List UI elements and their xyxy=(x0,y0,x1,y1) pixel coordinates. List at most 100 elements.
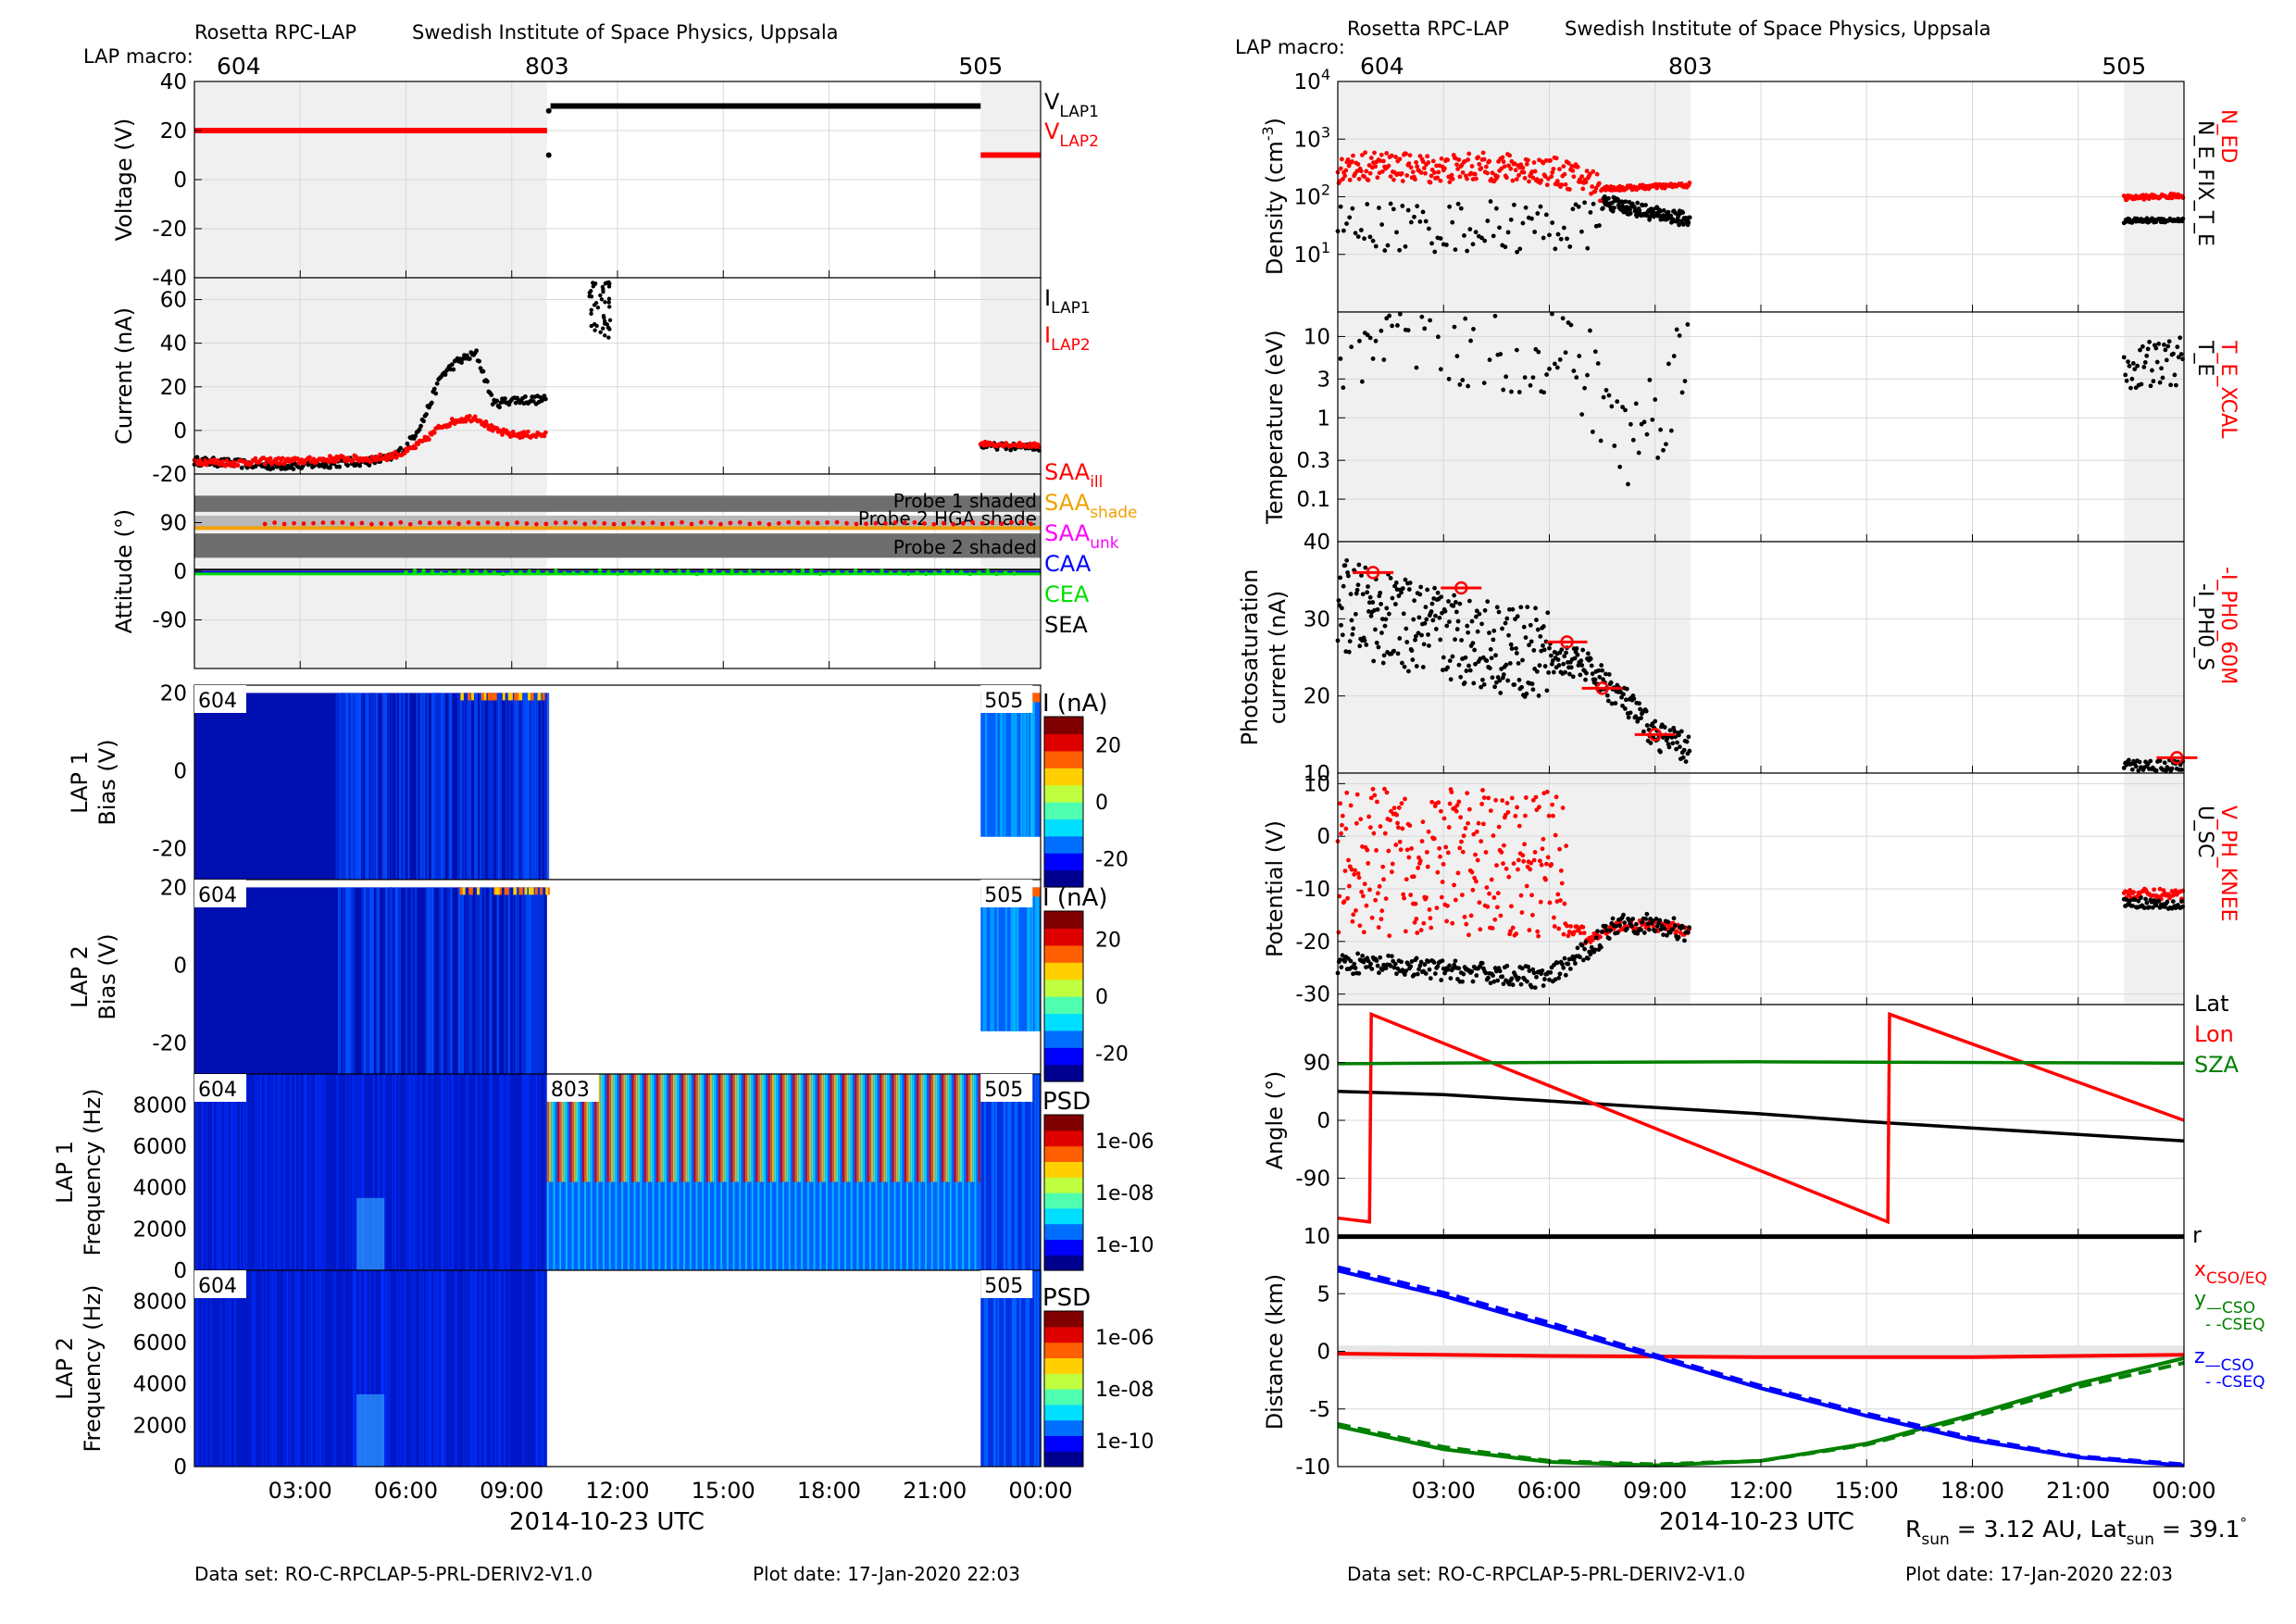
spectrogram-stripe xyxy=(895,1074,898,1182)
spectrogram-stripe xyxy=(952,1181,955,1270)
nefix-point xyxy=(1382,248,1388,253)
ned-point xyxy=(1508,166,1514,171)
ned-point xyxy=(1439,156,1444,161)
saa-ill-point xyxy=(931,521,937,527)
legend-entry: SZA xyxy=(2194,1052,2240,1078)
spectrogram-stripe xyxy=(226,1074,229,1270)
spectrogram-stripe xyxy=(442,1270,443,1467)
spectrogram-stripe xyxy=(546,1074,549,1182)
nefix-point xyxy=(1377,206,1381,210)
spectrogram-stripe xyxy=(918,1181,921,1270)
nefix-point xyxy=(1558,236,1564,242)
spectrogram-stripe xyxy=(844,1074,847,1182)
cea-point xyxy=(642,569,646,575)
te-point xyxy=(1633,401,1639,406)
spectrogram-stripe xyxy=(734,1181,737,1270)
spectrogram-stripe xyxy=(1021,1074,1024,1270)
ned-point xyxy=(1339,156,1344,162)
iph0s-point xyxy=(1440,610,1444,616)
ilap2-point xyxy=(235,463,241,468)
spectrogram-hot xyxy=(507,693,511,701)
te-point xyxy=(2128,385,2133,391)
spectrogram-stripe xyxy=(600,1181,603,1270)
spectrogram-stripe xyxy=(283,1074,286,1270)
spectrogram-stripe xyxy=(419,1270,422,1467)
usc-point xyxy=(1497,968,1503,974)
spectrogram-stripe xyxy=(358,1270,360,1467)
nefix-point xyxy=(1555,231,1561,237)
spectrogram-stripe xyxy=(474,693,479,880)
spectrogram-stripe xyxy=(860,1181,863,1270)
spectrogram-stripe xyxy=(454,1270,456,1467)
probe1-shade-band xyxy=(194,495,1041,512)
spectrogram-stripe xyxy=(668,1074,671,1182)
tick-exp: 4 xyxy=(1321,66,1330,83)
spectrogram-stripe xyxy=(932,1074,935,1182)
iph0s-point xyxy=(1340,632,1345,638)
left-source: Rosetta RPC-LAP xyxy=(194,21,356,44)
usc-point xyxy=(1506,981,1512,987)
vph-point xyxy=(1368,795,1374,801)
spectrogram-stripe xyxy=(536,887,539,1074)
spectrogram-stripe xyxy=(542,1270,543,1467)
usc-point xyxy=(1639,927,1643,932)
iph0s-point xyxy=(1437,615,1442,620)
usc-point xyxy=(1573,961,1578,966)
colorbar-cell xyxy=(1044,1223,1083,1240)
usc-point xyxy=(1578,955,1582,960)
colorbar-cell xyxy=(1044,1435,1083,1452)
iph0s-point xyxy=(1637,701,1642,706)
vph-point xyxy=(1523,795,1529,800)
spectrogram-stripe xyxy=(455,1270,458,1467)
nefix-point xyxy=(1597,223,1602,228)
usc-point xyxy=(1412,972,1416,978)
spectrogram-stripe xyxy=(904,1181,906,1270)
spectrogram-stripe xyxy=(1037,1270,1040,1467)
spectrogram-stripe xyxy=(996,887,999,1031)
usc-point xyxy=(1580,957,1586,963)
colorbar-cell xyxy=(1044,1193,1083,1209)
vph-point xyxy=(1426,829,1431,834)
y-tick-label: 10 xyxy=(1304,325,1330,349)
te-point xyxy=(1677,333,1682,338)
usc-point xyxy=(1355,951,1360,956)
ilap1-point xyxy=(429,400,434,406)
usc-point xyxy=(1526,964,1531,969)
x-tick-label: 21:00 xyxy=(2046,1478,2110,1504)
spectrogram-stripe xyxy=(483,887,487,1074)
shaded-region xyxy=(194,278,547,474)
iph0s-point xyxy=(1580,647,1586,653)
spectrogram-stripe xyxy=(561,1181,564,1270)
vph-point xyxy=(1509,904,1514,909)
spectrogram-stripe xyxy=(914,1074,917,1182)
spectrogram-stripe xyxy=(917,1074,919,1182)
vph-point xyxy=(1336,930,1341,935)
saa-ill-point xyxy=(941,520,946,526)
iph0s-point xyxy=(1390,595,1395,601)
spectrogram-stripe xyxy=(484,1270,486,1467)
vph-point xyxy=(1478,927,1483,932)
saa-ill-point xyxy=(699,519,704,525)
spectrogram-stripe xyxy=(430,887,434,1074)
iph0s-point xyxy=(1497,678,1503,683)
spectrogram-stripe xyxy=(621,1181,624,1270)
vph-point xyxy=(1558,898,1563,903)
colorbar-tick-label: 1e-06 xyxy=(1095,1131,1154,1154)
iph0s-point xyxy=(1541,647,1547,653)
vph-point xyxy=(1403,929,1408,934)
vph-point xyxy=(2131,890,2137,894)
right-institute: Swedish Institute of Space Physics, Upps… xyxy=(1565,18,1991,40)
te-point xyxy=(2150,368,2154,373)
spectrogram-stripe xyxy=(693,1181,696,1270)
saa-ill-point xyxy=(466,519,471,525)
iph0s-point xyxy=(1359,573,1364,578)
spectrogram-stripe xyxy=(467,1074,469,1270)
usc-point xyxy=(2143,896,2148,902)
spectrogram-hot xyxy=(519,693,523,701)
iph0s-point xyxy=(1578,672,1583,678)
nefix-point xyxy=(1420,209,1426,215)
vph-point xyxy=(1429,925,1434,931)
spectrogram-stripe xyxy=(730,1074,733,1182)
spectrogram-stripe xyxy=(507,693,512,880)
